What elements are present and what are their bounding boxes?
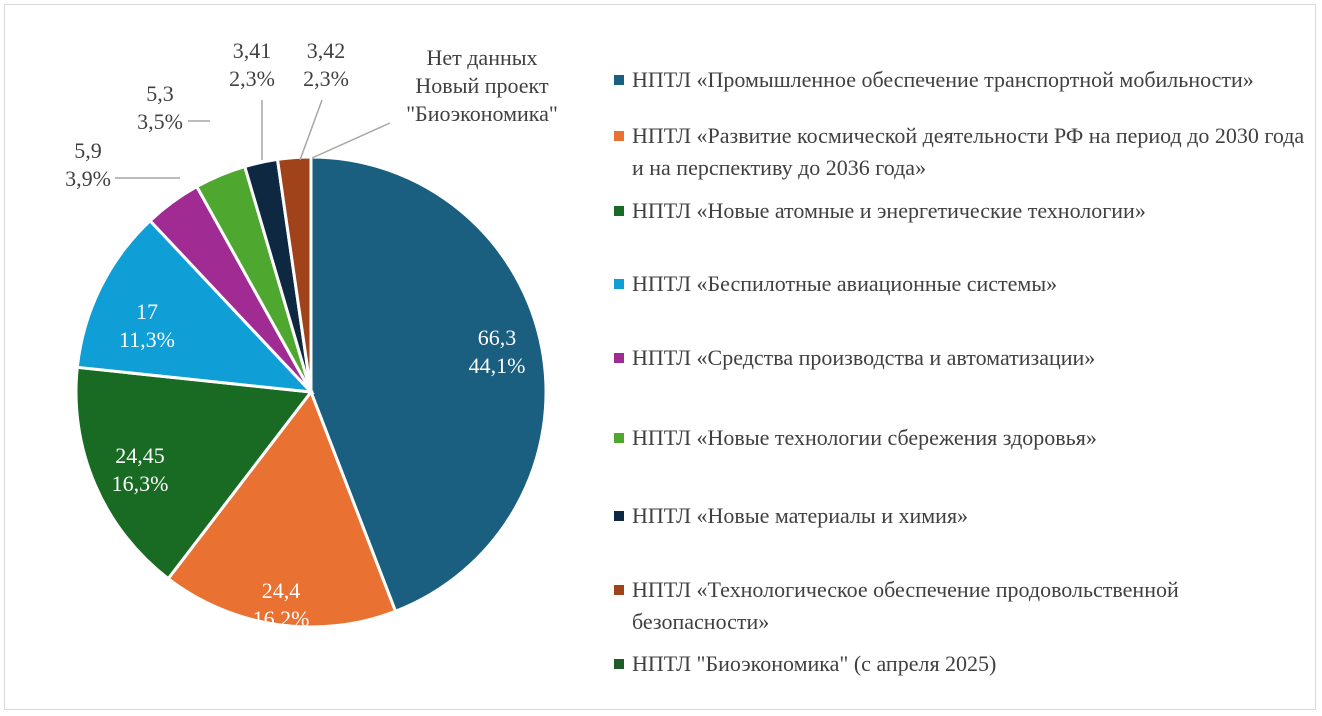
chart-frame: [4, 4, 1316, 710]
legend-label: НПТЛ «Беспилотные авиационные системы»: [632, 271, 1058, 296]
pie-slice: [309, 155, 548, 614]
legend-swatch: [614, 511, 624, 521]
legend-label: НПТЛ «Новые материалы и химия»: [632, 503, 969, 528]
legend-item: НПТЛ «Беспилотные авиационные системы»: [614, 268, 1314, 300]
legend-item: НПТЛ «Новые атомные и энергетические тех…: [614, 195, 1314, 227]
value-label: Нет данных: [426, 45, 537, 70]
percent-label: 2,3%: [303, 66, 349, 91]
legend-item: НПТЛ «Новые технологии сбережения здоров…: [614, 422, 1314, 454]
legend-item: НПТЛ "Биоэкономика" (с апреля 2025): [614, 648, 1314, 680]
leader-line: [299, 99, 323, 161]
percent-label: 3,9%: [65, 166, 111, 191]
legend-label: НПТЛ «Промышленное обеспечение транспорт…: [632, 67, 1254, 92]
legend-swatch: [614, 585, 624, 595]
legend-label: НПТЛ «Технологическое обеспечение продов…: [632, 577, 1179, 634]
value-label: 5,3: [146, 81, 174, 106]
legend-swatch: [614, 433, 624, 443]
legend-label: НПТЛ «Новые технологии сбережения здоров…: [632, 425, 1097, 450]
legend-item: НПТЛ «Средства производства и автоматиза…: [614, 342, 1314, 374]
legend-label: НПТЛ «Средства производства и автоматиза…: [632, 345, 1096, 370]
percent-label: 3,5%: [137, 109, 183, 134]
pie-slice: [75, 218, 315, 394]
annotation: "Биоэкономика": [406, 101, 558, 126]
legend-label: НПТЛ «Новые атомные и энергетические тех…: [632, 198, 1146, 223]
legend-item: НПТЛ «Развитие космической деятельности …: [614, 120, 1314, 184]
pie-slice: [74, 365, 314, 581]
legend-swatch: [614, 279, 624, 289]
value-label: 24,45: [115, 443, 165, 468]
percent-label: 16,3%: [112, 471, 169, 496]
value-label: 5,9: [74, 138, 102, 163]
percent-label: 11,3%: [119, 327, 175, 352]
annotation: Новый проект: [415, 73, 549, 98]
legend-item: НПТЛ «Промышленное обеспечение транспорт…: [614, 64, 1314, 96]
legend-item: НПТЛ «Технологическое обеспечение продов…: [614, 574, 1314, 638]
value-label: 24,4: [262, 578, 301, 603]
percent-label: 44,1%: [469, 353, 526, 378]
value-label: 3,42: [307, 38, 346, 63]
legend-item: НПТЛ «Новые материалы и химия»: [614, 500, 1314, 532]
legend-swatch: [614, 353, 624, 363]
percent-label: 2,3%: [229, 66, 275, 91]
pie-slice: [275, 155, 313, 393]
percent-label: 16,2%: [253, 606, 310, 631]
value-label: 66,3: [478, 325, 517, 350]
legend-swatch: [614, 131, 624, 141]
legend-swatch: [614, 206, 624, 216]
legend-label: НПТЛ «Развитие космической деятельности …: [632, 123, 1305, 180]
legend-label: НПТЛ "Биоэкономика" (с апреля 2025): [632, 651, 997, 676]
leader-line: [311, 122, 391, 159]
legend-swatch: [614, 659, 624, 669]
value-label: 3,41: [233, 38, 272, 63]
pie-slice: [166, 388, 398, 629]
legend-swatch: [614, 75, 624, 85]
value-label: 17: [136, 299, 158, 324]
